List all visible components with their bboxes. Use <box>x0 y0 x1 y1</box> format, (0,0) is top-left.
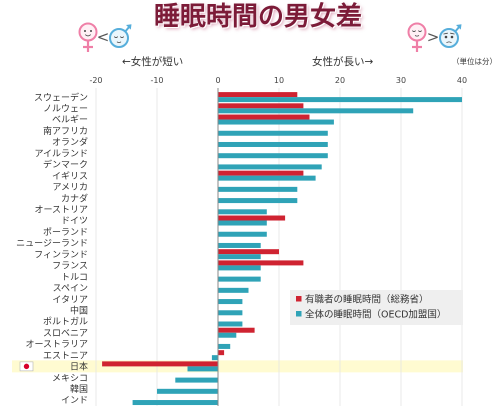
employed-sleep-bar <box>218 103 304 109</box>
overall-sleep-bar <box>218 332 237 338</box>
x-tick-label: 30 <box>396 76 406 85</box>
overall-sleep-bar <box>132 400 218 406</box>
labels: -20 -10 0 10 20 30 40スウェーデンノルウェーベルギー南アフリカオランダア… <box>16 76 467 406</box>
overall-sleep-bar <box>218 220 267 226</box>
category-label: スウェーデン <box>34 91 88 103</box>
left-comparator: < <box>97 28 110 46</box>
overall-sleep-bar <box>218 119 334 125</box>
gridlines <box>95 88 463 406</box>
overall-sleep-bar <box>218 276 261 282</box>
overall-sleep-bar <box>218 242 261 248</box>
overall-sleep-bar <box>211 355 218 361</box>
overall-sleep-bar <box>218 343 231 349</box>
category-label: 韓国 <box>70 384 88 395</box>
x-tick-label: -20 <box>89 76 102 85</box>
employed-sleep-bar <box>218 215 286 221</box>
category-label: スロベニア <box>43 329 88 339</box>
category-label: ポルトガル <box>43 317 88 328</box>
male-worried-icon <box>439 24 462 48</box>
legend-swatch-employed <box>296 296 302 302</box>
category-label: エストニア <box>43 351 88 361</box>
overall-sleep-bar <box>218 175 316 181</box>
female-sleeping-icon <box>407 22 427 52</box>
category-label: オーストラリア <box>25 339 88 350</box>
category-label: ドイツ <box>61 217 88 227</box>
legend-label-employed: 有職者の睡眠時間（総務省） <box>305 294 429 306</box>
category-label: アイルランド <box>34 148 88 159</box>
category-label: 中国 <box>70 304 88 316</box>
category-label: ノルウェー <box>43 104 88 115</box>
x-tick-label: 20 <box>335 76 345 85</box>
legend: 有職者の睡眠時間（総務省） 全体の睡眠時間（OECD加盟国） <box>290 290 463 325</box>
category-label: デンマーク <box>43 159 88 171</box>
category-label: ポーランド <box>43 227 88 238</box>
unit-label: （単位は分） <box>452 57 497 66</box>
employed-sleep-bar <box>218 260 304 266</box>
overall-sleep-bar <box>218 186 298 192</box>
overall-sleep-bar <box>218 231 267 237</box>
x-tick-label: 40 <box>457 76 467 85</box>
right-comparator: > <box>427 28 440 46</box>
employed-sleep-bar <box>218 327 255 333</box>
overall-sleep-bar <box>218 209 267 215</box>
category-label: 日本 <box>70 361 88 373</box>
category-label: イタリア <box>52 294 88 305</box>
employed-sleep-bar <box>218 114 310 120</box>
x-tick-label: -10 <box>150 76 163 85</box>
legend-swatch-overall <box>296 311 302 317</box>
category-label: インド <box>61 396 88 406</box>
category-label: フランス <box>52 261 88 272</box>
legend-box <box>290 290 463 325</box>
category-label: フィンランド <box>34 249 88 260</box>
overall-sleep-bar <box>218 254 261 260</box>
overall-sleep-bar <box>218 108 414 114</box>
overall-sleep-bar <box>218 287 249 293</box>
chart-title: 睡眠時間の男女差 <box>153 2 362 32</box>
women-longer-label: 女性が長い→ <box>312 56 374 68</box>
overall-sleep-bar <box>218 97 462 103</box>
overall-sleep-bar <box>218 153 328 159</box>
overall-sleep-bar <box>157 388 218 394</box>
female-awake-icon <box>78 22 98 52</box>
overall-sleep-bar <box>218 265 261 271</box>
employed-sleep-bar <box>218 92 298 98</box>
bars <box>102 92 462 406</box>
legend-label-overall: 全体の睡眠時間（OECD加盟国） <box>305 309 446 321</box>
employed-sleep-bar <box>218 350 225 356</box>
overall-sleep-bar <box>218 130 328 136</box>
overall-sleep-bar <box>218 310 243 316</box>
overall-sleep-bar <box>218 198 298 204</box>
category-label: アメリカ <box>52 182 88 193</box>
employed-sleep-bar <box>102 361 218 367</box>
women-shorter-label: ←女性が短い <box>122 56 184 68</box>
employed-sleep-bar <box>218 170 304 176</box>
japan-flag-sun <box>23 363 30 370</box>
category-label: ニュージーランド <box>16 238 88 249</box>
category-label: オランダ <box>52 136 88 148</box>
overall-sleep-bar <box>218 321 243 327</box>
category-label: ベルギー <box>52 115 88 126</box>
employed-sleep-bar <box>218 249 279 255</box>
x-tick-label: 0 <box>215 76 220 85</box>
category-label: スペイン <box>53 284 88 294</box>
overall-sleep-bar <box>175 377 218 383</box>
x-tick-label: 10 <box>274 76 284 85</box>
category-label: カナダ <box>61 192 88 204</box>
category-label: 南アフリカ <box>43 125 88 137</box>
overall-sleep-bar <box>218 164 322 170</box>
category-label: トルコ <box>61 273 88 283</box>
male-sleeping-icon <box>109 24 132 48</box>
overall-sleep-bar <box>218 299 243 305</box>
category-label: メキシコ <box>52 374 88 384</box>
overall-sleep-bar <box>187 366 218 372</box>
category-label: イギリス <box>52 171 88 182</box>
overall-sleep-bar <box>218 141 328 147</box>
category-label: オーストリア <box>34 205 88 216</box>
